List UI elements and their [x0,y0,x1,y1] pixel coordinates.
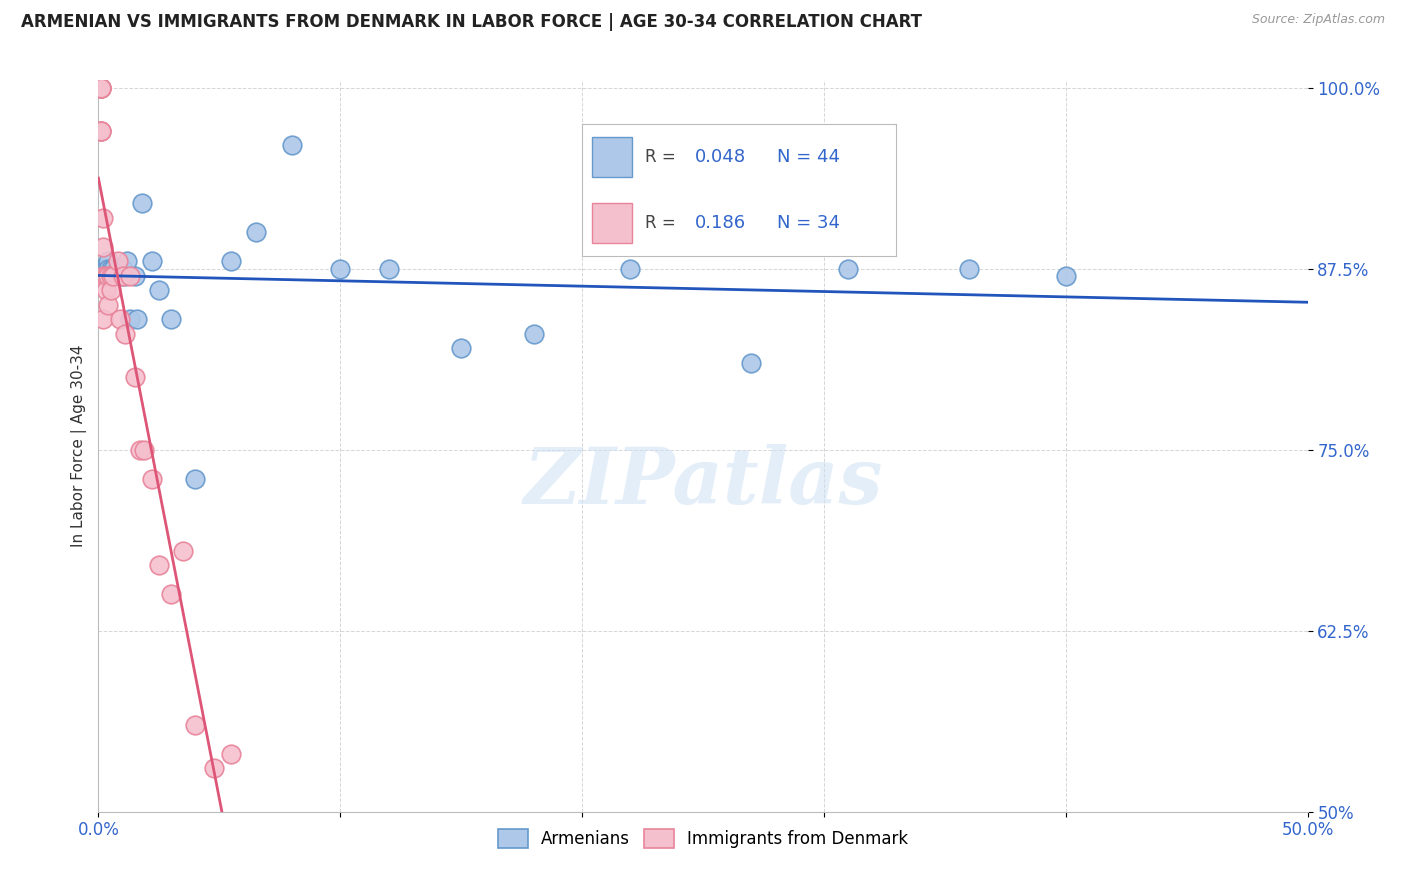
Text: R =: R = [645,214,681,232]
Text: ARMENIAN VS IMMIGRANTS FROM DENMARK IN LABOR FORCE | AGE 30-34 CORRELATION CHART: ARMENIAN VS IMMIGRANTS FROM DENMARK IN L… [21,13,922,31]
Point [91,261,114,276]
Point [184,472,207,486]
Point [172,544,194,558]
Point [221,747,243,761]
Point [117,254,139,268]
Point [91,211,114,225]
Point [97,254,120,268]
Point [107,254,129,268]
Text: N = 44: N = 44 [778,148,839,166]
Point [91,261,114,276]
Point [97,261,120,276]
Point [128,442,150,457]
Point [94,261,117,276]
Point [148,283,170,297]
Point [148,558,170,573]
Point [100,283,122,297]
Point [114,326,136,341]
Point [97,268,120,283]
Point [245,225,267,239]
Point [184,718,207,732]
Point [377,261,399,276]
Point [118,268,141,283]
Point [90,80,112,95]
Point [90,124,112,138]
Point [100,261,122,276]
Point [90,80,112,95]
Point [221,254,243,268]
Bar [592,203,633,243]
Point [141,472,163,486]
Point [957,261,980,276]
Point [104,268,127,283]
Point [108,312,131,326]
Point [523,326,546,341]
Point [94,268,117,283]
Text: 0.048: 0.048 [695,148,747,166]
Point [111,268,134,283]
Point [111,261,134,276]
Point [107,261,129,276]
Point [90,261,112,276]
Point [91,268,114,283]
Point [124,370,146,384]
Text: 0.186: 0.186 [695,214,747,232]
Point [97,298,120,312]
Point [114,268,136,283]
Point [90,80,112,95]
Point [141,254,163,268]
Point [90,80,112,95]
Point [450,341,472,355]
Point [94,268,117,283]
Point [281,138,304,153]
Point [100,268,122,283]
Point [134,442,156,457]
Point [160,312,183,326]
Point [204,761,226,775]
Point [90,268,112,283]
Text: Source: ZipAtlas.com: Source: ZipAtlas.com [1251,13,1385,27]
Point [124,268,146,283]
Point [97,268,120,283]
Point [108,268,131,283]
Point [91,240,114,254]
Point [619,261,641,276]
Y-axis label: In Labor Force | Age 30-34: In Labor Force | Age 30-34 [72,344,87,548]
Point [90,261,112,276]
Point [100,268,122,283]
Point [101,268,124,283]
Point [91,268,114,283]
Point [91,312,114,326]
Point [94,261,117,276]
Text: R =: R = [645,148,681,166]
Legend: Armenians, Immigrants from Denmark: Armenians, Immigrants from Denmark [491,822,915,855]
Text: ZIPatlas: ZIPatlas [523,444,883,521]
Point [160,587,183,601]
Bar [592,137,633,177]
Point [101,261,124,276]
Point [131,196,153,211]
Point [740,356,762,370]
Point [90,124,112,138]
Text: N = 34: N = 34 [778,214,839,232]
Point [90,261,112,276]
Point [127,312,149,326]
Point [90,80,112,95]
Point [118,312,141,326]
Point [90,124,112,138]
Point [1054,268,1077,283]
Point [91,261,114,276]
Point [94,283,117,297]
Point [329,261,352,276]
Point [837,261,859,276]
Point [90,261,112,276]
